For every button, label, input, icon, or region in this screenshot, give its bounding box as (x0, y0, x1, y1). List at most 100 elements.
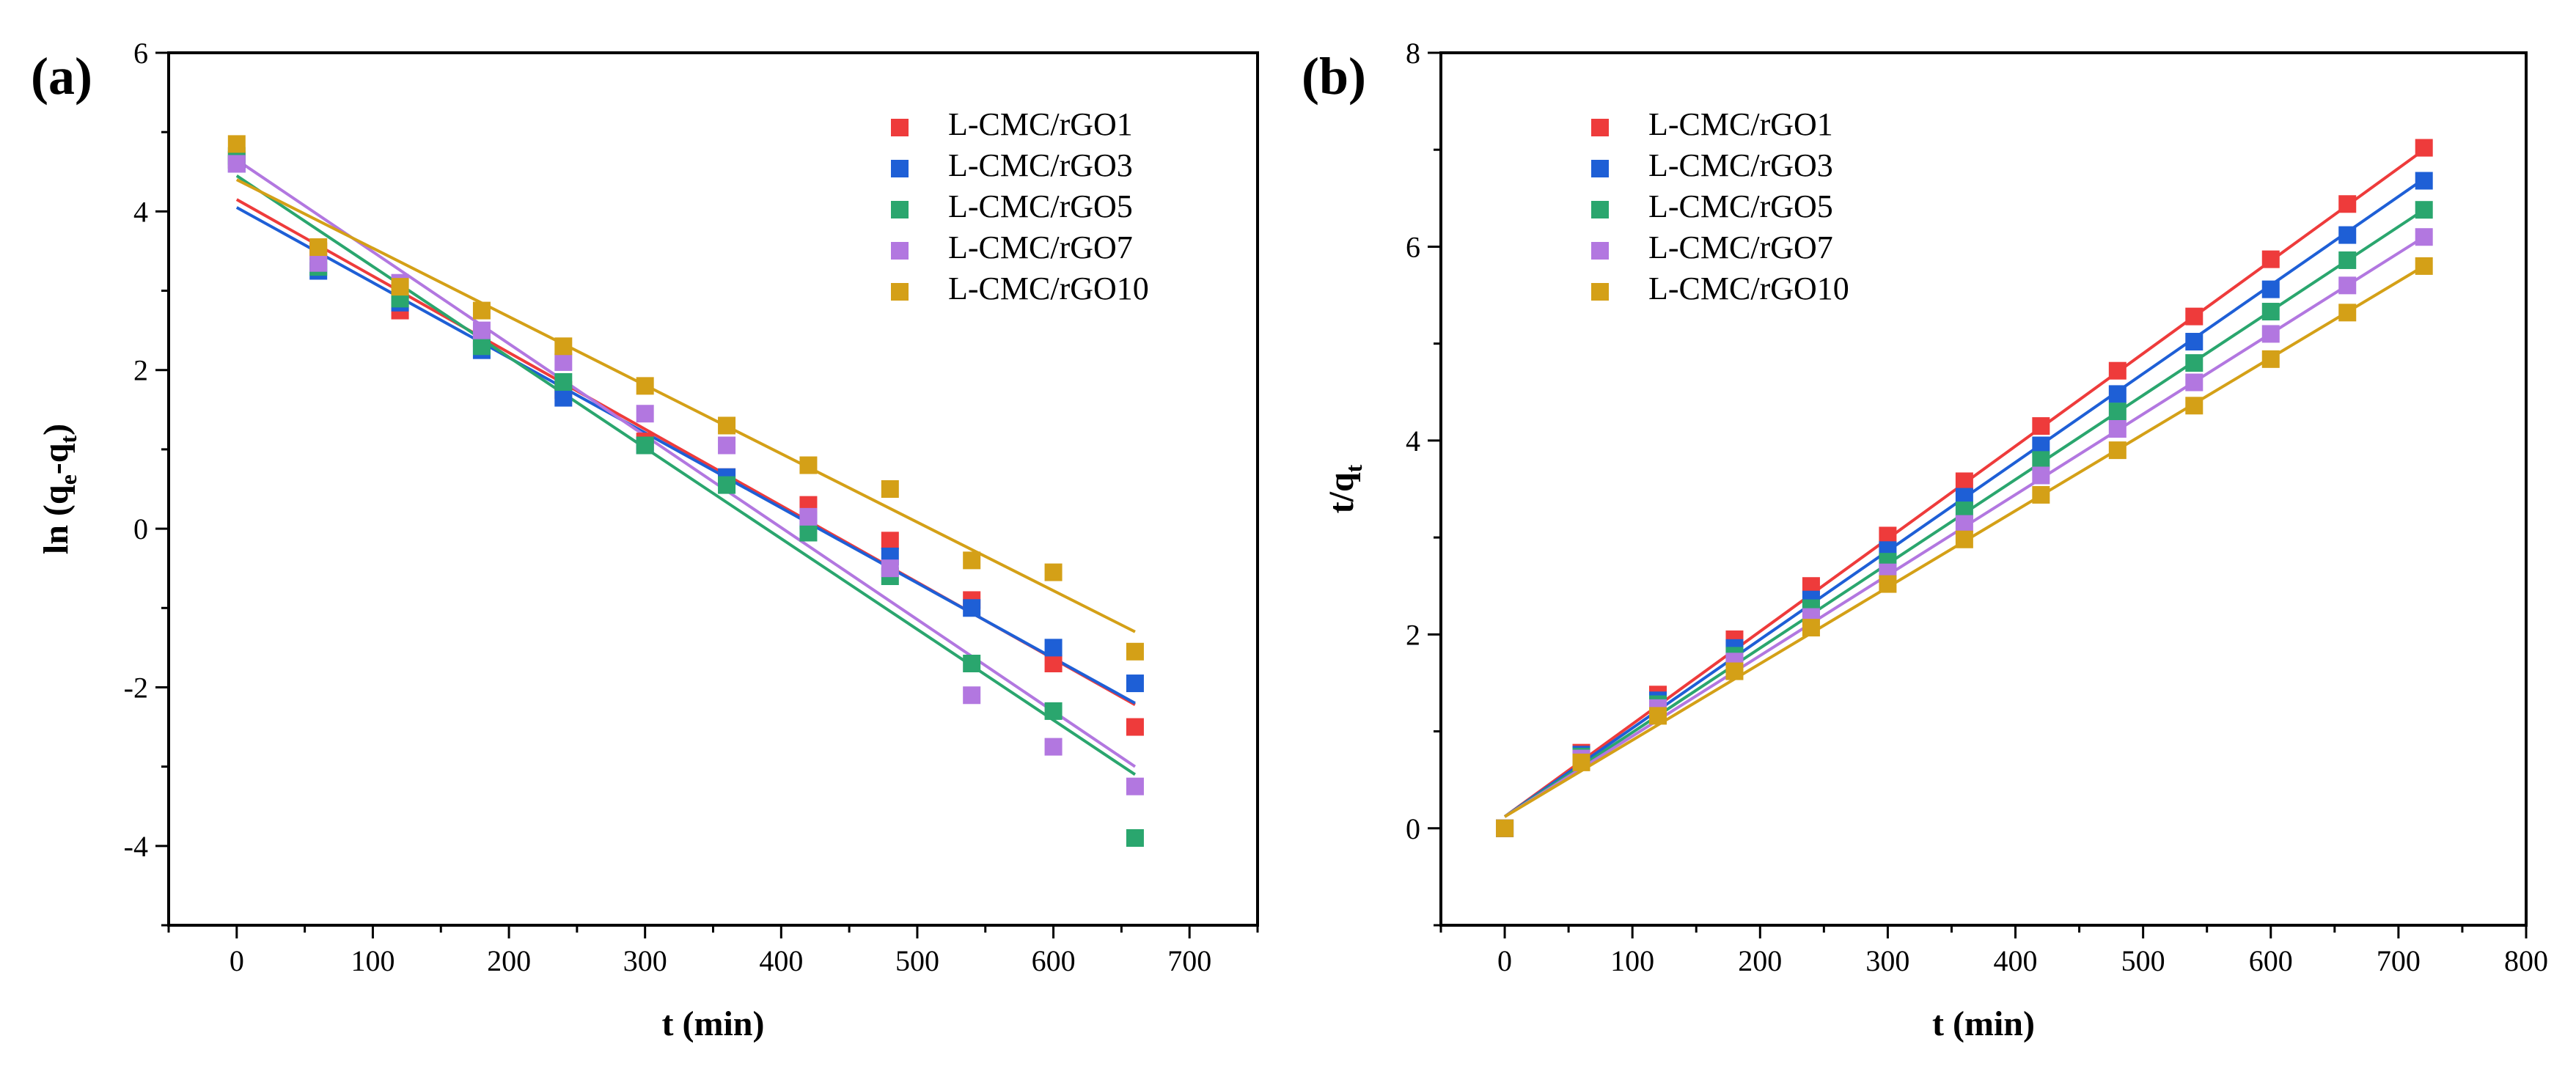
panel-b-l-cmc-rgo10-point (2415, 257, 2433, 275)
panel-b-l-cmc-rgo5-point (2415, 201, 2433, 219)
panel-b-x-tick-label: 800 (2504, 944, 2548, 977)
panel-b-x-tick-label: 500 (2121, 944, 2165, 977)
panel-a-l-cmc-rgo3-point (963, 599, 981, 617)
panel-a-y-axis-label: ln (qe-qt) (37, 424, 81, 554)
panel-b-l-cmc-rgo10-point (2185, 397, 2203, 415)
panel-a-l-cmc-rgo10-point (227, 135, 246, 153)
panel-b-l-cmc-rgo3-point (2415, 172, 2433, 190)
panel-b-plot-frame (1439, 51, 2528, 927)
panel-b-l-cmc-rgo5-point (2261, 303, 2280, 321)
panel-b-legend-label-l-cmc-rgo3: L-CMC/rGO3 (1648, 147, 1833, 183)
panel-a-y-tick-label: 2 (133, 354, 148, 387)
panel-b-l-cmc-rgo10-point (2261, 350, 2280, 368)
panel-a-l-cmc-rgo7-point (636, 405, 654, 423)
panel-a-x-tick-label: 400 (759, 944, 803, 977)
panel-a-x-axis-label: t (min) (662, 1004, 765, 1043)
panel-a-y-tick-label: 6 (133, 37, 148, 70)
panel-a-legend-marker-l-cmc-rgo10 (891, 283, 909, 301)
panel-a-l-cmc-rgo7-point (799, 507, 818, 526)
panel-b-legend-label-l-cmc-rgo1: L-CMC/rGO1 (1648, 106, 1833, 142)
panel-a-legend-label-l-cmc-rgo5: L-CMC/rGO5 (948, 188, 1133, 224)
panel-b-l-cmc-rgo5-point (2108, 403, 2127, 421)
panel-b-l-cmc-rgo10-point (2338, 304, 2357, 322)
panel-a-l-cmc-rgo7-point (227, 155, 246, 173)
panel-a-l-cmc-rgo5-point (472, 337, 491, 356)
panel-b-label: (b) (1302, 47, 1366, 106)
panel-a-x-tick-label: 0 (230, 944, 244, 977)
panel-b-x-tick-label: 200 (1738, 944, 1782, 977)
panel-b-l-cmc-rgo5-point (2338, 251, 2357, 269)
panel-a-l-cmc-rgo1-point (881, 532, 899, 550)
panel-b-l-cmc-rgo10-point (2032, 485, 2050, 504)
panel-b-l-cmc-rgo1-point (2108, 361, 2127, 380)
panel-a-y-tick-label: 0 (133, 512, 148, 545)
panel-a-l-cmc-rgo3-point (554, 389, 573, 407)
panel-a-l-cmc-rgo10-point (881, 480, 899, 498)
panel-a-l-cmc-rgo5-point (718, 476, 736, 494)
panel-b-l-cmc-rgo5-point (2185, 354, 2203, 372)
panel-b-l-cmc-rgo7-point (2338, 276, 2357, 295)
panel-b-legend-marker-l-cmc-rgo3 (1591, 160, 1609, 177)
panel-a-l-cmc-rgo7-point (963, 686, 981, 705)
panel-b-x-tick-label: 400 (1994, 944, 2038, 977)
panel-a-l-cmc-rgo10-point (554, 337, 573, 356)
panel-b-l-cmc-rgo3-point (2261, 280, 2280, 298)
panel-a-l-cmc-rgo5-point (799, 523, 818, 542)
panel-a-legend-marker-l-cmc-rgo7 (891, 242, 909, 260)
panel-a-l-cmc-rgo7-point (718, 436, 736, 455)
panel-b-y-tick-label: 4 (1406, 424, 1420, 457)
panel-a-l-cmc-rgo10-point (963, 551, 981, 570)
panel-b-y-axis-label: t/qt (1322, 464, 1367, 513)
panel-a-legend-marker-l-cmc-rgo1 (891, 119, 909, 136)
panel-a-legend-label-l-cmc-rgo3: L-CMC/rGO3 (948, 147, 1133, 183)
panel-b-y-tick-label: 0 (1406, 812, 1420, 845)
panel-a-x-tick-label: 300 (623, 944, 667, 977)
panel-a-l-cmc-rgo7-point (472, 321, 491, 339)
panel-a-l-cmc-rgo10-point (309, 238, 328, 257)
panel-b-x-axis-label: t (min) (1932, 1004, 2035, 1043)
panel-a-l-cmc-rgo7-point (554, 353, 573, 371)
panel-a-l-cmc-rgo5-point (1044, 702, 1063, 720)
panel-a-l-cmc-rgo7-fit-line (235, 158, 1137, 768)
panel-b-x-tick-label: 0 (1497, 944, 1512, 977)
panel-b-legend-marker-l-cmc-rgo5 (1591, 201, 1609, 218)
panel-b-legend-label-l-cmc-rgo5: L-CMC/rGO5 (1648, 188, 1833, 224)
panel-b-x-tick-label: 600 (2249, 944, 2293, 977)
panel-a-legend-marker-l-cmc-rgo3 (891, 160, 909, 177)
panel-b-x-tick-label: 100 (1610, 944, 1654, 977)
panel-b-y-tick-label: 8 (1406, 37, 1420, 70)
panel-b-x-tick-label: 300 (1865, 944, 1909, 977)
panel-b-l-cmc-rgo7-point (2185, 373, 2203, 392)
panel-a-x-tick-label: 100 (351, 944, 395, 977)
panel-a-plot-frame (167, 51, 1259, 927)
panel-a-legend-label-l-cmc-rgo1: L-CMC/rGO1 (948, 106, 1133, 142)
panel-a-l-cmc-rgo10-point (718, 416, 736, 435)
panel-a-l-cmc-rgo5-fit-line (235, 174, 1137, 776)
panel-a-l-cmc-rgo3-point (1126, 675, 1144, 693)
panel-a-x-tick-label: 200 (487, 944, 531, 977)
panel-b-l-cmc-rgo7-point (2261, 325, 2280, 343)
panel-b-l-cmc-rgo10-point (2108, 441, 2127, 460)
panel-a-l-cmc-rgo10-point (391, 278, 409, 296)
panel-a-l-cmc-rgo10-point (799, 456, 818, 474)
panel-a-x-tick-label: 500 (895, 944, 939, 977)
panel-a-l-cmc-rgo10-fit-line (235, 178, 1136, 633)
panel-a-l-cmc-rgo10-point (636, 377, 654, 395)
panel-b-l-cmc-rgo1-point (2338, 195, 2357, 213)
panel-a-y-tick-label: 4 (133, 195, 148, 228)
panel-a-legend-marker-l-cmc-rgo5 (891, 201, 909, 218)
panel-b-legend-label-l-cmc-rgo7: L-CMC/rGO7 (1648, 229, 1833, 265)
panel-a-legend-label-l-cmc-rgo10: L-CMC/rGO10 (948, 271, 1149, 306)
panel-a-l-cmc-rgo7-point (309, 254, 328, 272)
panel-b-l-cmc-rgo10-point (1725, 662, 1744, 680)
panel-b-l-cmc-rgo1-point (2415, 139, 2433, 157)
panel-a-x-tick-label: 600 (1032, 944, 1076, 977)
panel-b-legend-marker-l-cmc-rgo1 (1591, 119, 1609, 136)
panel-b-l-cmc-rgo3-point (2338, 226, 2357, 244)
panel-b-l-cmc-rgo3-point (2108, 385, 2127, 403)
panel-a-y-tick-label: -2 (124, 671, 148, 704)
panel-b-l-cmc-rgo7-point (2108, 420, 2127, 438)
panel-b-y-tick-label: 2 (1406, 618, 1420, 651)
panel-b-l-cmc-rgo7-point (2415, 228, 2433, 246)
